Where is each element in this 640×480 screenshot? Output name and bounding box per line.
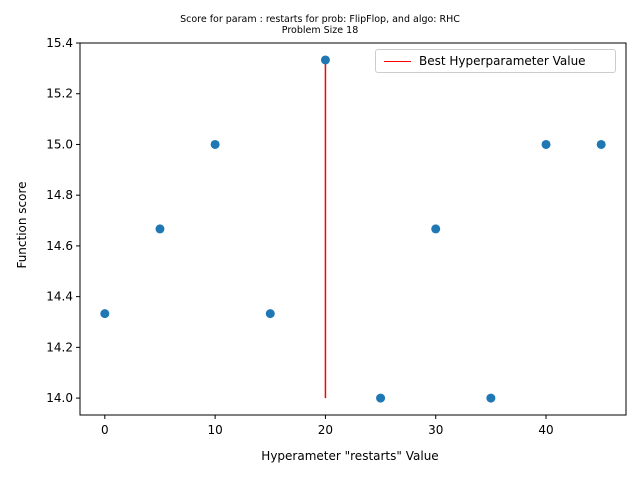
data-point [376, 393, 386, 403]
plot-frame [79, 42, 627, 416]
data-point [265, 309, 275, 319]
legend-line-swatch [384, 61, 411, 62]
y-tick-label: 15.4 [46, 36, 73, 50]
x-axis-label: Hyperameter "restarts" Value [261, 449, 439, 463]
x-tick-label: 40 [538, 423, 553, 437]
y-tick-label: 15.0 [46, 137, 73, 151]
data-point [155, 224, 165, 234]
chart-title-line1: Score for param : restarts for prob: Fli… [180, 14, 460, 25]
legend-label: Best Hyperparameter Value [419, 54, 586, 68]
data-point [541, 139, 551, 149]
data-point [210, 139, 220, 149]
chart-title-line2: Problem Size 18 [281, 25, 359, 36]
y-tick-label: 14.6 [46, 239, 73, 253]
y-tick-label: 14.0 [46, 391, 73, 405]
legend: Best Hyperparameter Value [375, 49, 616, 73]
y-axis-label: Function score [15, 181, 29, 269]
x-tick-label: 20 [318, 423, 333, 437]
data-point [596, 139, 606, 149]
y-tick-label: 14.2 [46, 340, 73, 354]
x-tick-label: 0 [101, 423, 109, 437]
chart-title: Score for param : restarts for prob: Fli… [0, 14, 640, 36]
data-point [100, 309, 110, 319]
x-tick-label: 30 [428, 423, 443, 437]
y-tick-label: 14.8 [46, 188, 73, 202]
data-point [431, 224, 441, 234]
y-tick-label: 14.4 [46, 290, 73, 304]
axis-ticks: 0 10 20 30 40 14.0 14.2 14.4 14.6 14.8 15.0 15.2 15.… [46, 36, 553, 437]
data-point [320, 55, 330, 65]
y-tick-label: 15.2 [46, 87, 73, 101]
data-point [486, 393, 496, 403]
x-tick-label: 10 [207, 423, 222, 437]
data-points [100, 55, 606, 403]
